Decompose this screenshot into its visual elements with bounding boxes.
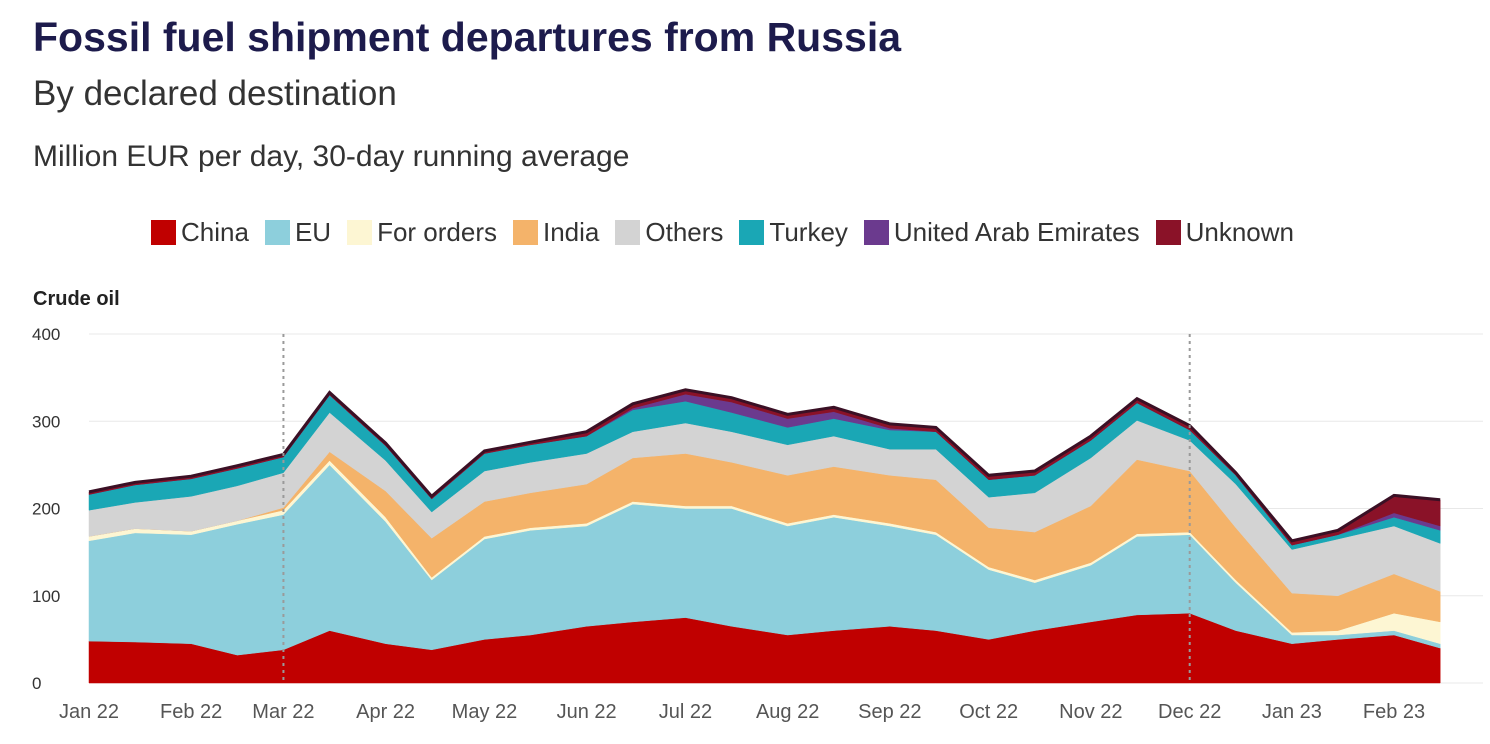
legend-swatch-for-orders — [347, 219, 373, 245]
legend-item-unknown: Unknown — [1155, 216, 1294, 248]
x-tick-label: Aug 22 — [756, 701, 819, 723]
chart-title: Fossil fuel shipment departures from Rus… — [33, 14, 902, 60]
legend-swatch-others — [615, 219, 641, 245]
legend-swatch-uae — [863, 219, 889, 245]
legend-label-for-orders: For orders — [377, 216, 497, 247]
legend-swatch-india — [512, 219, 538, 245]
x-tick-label: Jan 23 — [1262, 701, 1322, 723]
x-tick-label: Jul 22 — [659, 701, 712, 723]
legend-swatch-eu — [264, 219, 290, 245]
legend-item-others: Others — [615, 217, 723, 248]
legend-item-turkey: Turkey — [739, 217, 848, 248]
legend-label-uae: United Arab Emirates — [893, 216, 1140, 247]
y-tick-label: 100 — [32, 587, 60, 606]
chart-subtitle: By declared destination — [33, 74, 397, 113]
legend-label-eu: EU — [294, 216, 332, 247]
x-tick-label: Feb 23 — [1363, 701, 1425, 723]
legend-item-uae: United Arab Emirates — [863, 216, 1140, 248]
y-tick-label: 200 — [32, 500, 60, 519]
x-tick-label: Feb 22 — [160, 701, 222, 723]
legend-label-unknown: Unknown — [1185, 216, 1294, 247]
reference-lines — [282, 334, 1191, 683]
total-outline — [88, 388, 1441, 543]
x-tick-label: Oct 22 — [959, 701, 1018, 723]
legend-item-india: India — [512, 216, 600, 248]
legend-item-for-orders: For orders — [347, 217, 497, 248]
legend-label-turkey: Turkey — [769, 216, 848, 247]
legend-swatch-unknown — [1155, 219, 1181, 245]
x-tick-label: Mar 22 — [252, 701, 314, 723]
x-tick-label: Nov 22 — [1059, 701, 1122, 723]
y-tick-label: 300 — [32, 412, 60, 431]
legend-label-china: China — [181, 216, 249, 247]
y-tick-label: 0 — [32, 674, 41, 693]
x-tick-label: Apr 22 — [356, 701, 415, 723]
legend: China EU For orders India Others Turkey … — [151, 212, 1310, 252]
y-axis: 0 100 200 300 400 — [32, 325, 60, 693]
x-tick-label: Jan 22 — [59, 701, 119, 723]
x-tick-label: Sep 22 — [858, 701, 921, 723]
legend-label-india: India — [542, 216, 600, 247]
legend-item-china: China — [151, 217, 249, 248]
legend-item-eu: EU — [264, 216, 332, 248]
x-tick-label: Jun 22 — [557, 701, 617, 723]
x-axis: Jan 22 Feb 22 Mar 22 Apr 22 May 22 Jun 22 Jul … — [59, 701, 1425, 723]
y-tick-label: 400 — [32, 325, 60, 344]
panel-title: Crude oil — [33, 288, 120, 310]
legend-swatch-china — [151, 219, 176, 245]
stacked-areas — [88, 388, 1441, 684]
x-tick-label: May 22 — [452, 701, 518, 723]
legend-label-others: Others — [645, 216, 724, 247]
chart-units: Million EUR per day, 30-day running aver… — [33, 140, 630, 173]
legend-swatch-turkey — [739, 219, 765, 245]
x-tick-label: Dec 22 — [1158, 701, 1221, 723]
